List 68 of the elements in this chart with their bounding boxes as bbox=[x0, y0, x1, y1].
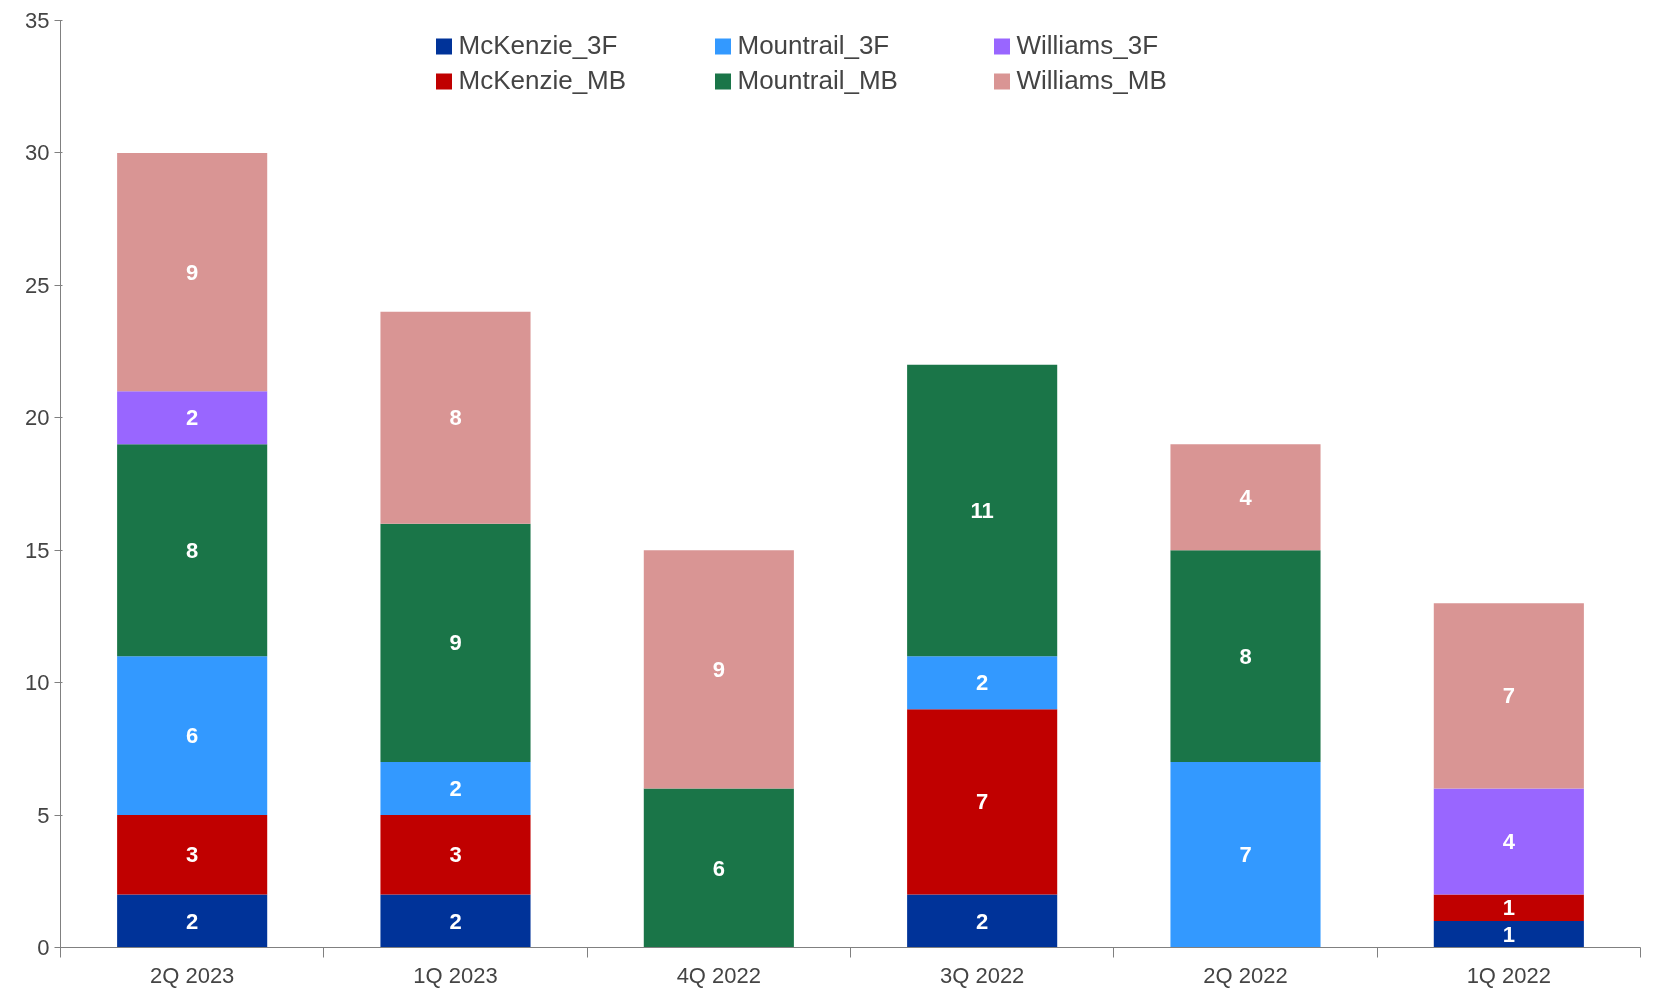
data-label: 8 bbox=[186, 537, 199, 563]
data-label: 3 bbox=[449, 842, 462, 868]
bar bbox=[907, 894, 1058, 948]
legend-label: McKenzie_MB bbox=[458, 65, 628, 96]
x-tick-label: 1Q 2022 bbox=[1466, 962, 1552, 988]
bar bbox=[643, 788, 794, 948]
data-label: 2 bbox=[976, 670, 989, 696]
data-label: 9 bbox=[449, 630, 462, 656]
bar bbox=[380, 815, 531, 895]
data-label: 7 bbox=[1502, 683, 1515, 709]
y-tick-label: 25 bbox=[25, 272, 50, 298]
bar bbox=[117, 444, 268, 657]
bar bbox=[1170, 762, 1321, 948]
data-label: 3 bbox=[186, 842, 199, 868]
bar bbox=[907, 364, 1058, 657]
data-label: 9 bbox=[186, 259, 199, 285]
data-label: 1 bbox=[1502, 921, 1515, 947]
bar bbox=[907, 656, 1058, 710]
bar bbox=[907, 709, 1058, 895]
data-label: 6 bbox=[186, 723, 199, 749]
data-label: 8 bbox=[449, 405, 462, 431]
data-label: 7 bbox=[976, 789, 989, 815]
bar bbox=[117, 894, 268, 948]
bar bbox=[1170, 444, 1321, 551]
x-tick-label: 2Q 2023 bbox=[149, 962, 235, 988]
y-tick-label: 5 bbox=[37, 802, 50, 828]
bar bbox=[1433, 603, 1584, 789]
data-label: 11 bbox=[970, 497, 994, 523]
bar bbox=[1433, 921, 1584, 948]
bar bbox=[1433, 788, 1584, 895]
bar bbox=[380, 762, 531, 816]
data-label: 2 bbox=[449, 776, 462, 802]
data-label: 2 bbox=[186, 405, 199, 431]
bar bbox=[380, 523, 531, 763]
data-label: 1 bbox=[1502, 895, 1515, 921]
bar bbox=[1433, 894, 1584, 922]
data-label: 6 bbox=[712, 855, 725, 881]
bar bbox=[380, 894, 531, 948]
legend-label: Williams_MB bbox=[1016, 65, 1168, 96]
data-label: 7 bbox=[1239, 842, 1252, 868]
y-tick-label: 15 bbox=[25, 537, 50, 563]
x-tick-label: 3Q 2022 bbox=[939, 962, 1025, 988]
data-label: 4 bbox=[1239, 484, 1253, 510]
y-tick-label: 10 bbox=[25, 670, 50, 696]
legend-label: Williams_3F bbox=[1016, 30, 1160, 61]
bar bbox=[117, 815, 268, 895]
data-label: 8 bbox=[1239, 643, 1252, 669]
legend-label: Mountrail_MB bbox=[737, 65, 899, 96]
bar bbox=[380, 311, 531, 524]
y-tick-label: 0 bbox=[37, 935, 50, 960]
data-label: 2 bbox=[976, 908, 989, 934]
data-label: 4 bbox=[1502, 829, 1516, 855]
y-tick-label: 30 bbox=[25, 140, 50, 166]
data-label: 9 bbox=[712, 656, 725, 682]
y-tick-label: 20 bbox=[25, 405, 50, 431]
bar bbox=[1170, 550, 1321, 763]
legend-label: McKenzie_3F bbox=[458, 30, 619, 61]
x-tick-label: 4Q 2022 bbox=[676, 962, 762, 988]
x-tick-label: 1Q 2023 bbox=[413, 962, 498, 988]
bar bbox=[117, 656, 268, 816]
bar bbox=[643, 550, 794, 789]
legend-label: Mountrail_3F bbox=[737, 30, 891, 61]
data-label: 2 bbox=[449, 908, 462, 934]
y-tick-label: 35 bbox=[25, 8, 50, 33]
bar bbox=[117, 391, 268, 445]
x-tick-label: 2Q 2022 bbox=[1203, 962, 1288, 988]
data-label: 2 bbox=[186, 908, 199, 934]
bar bbox=[117, 152, 268, 392]
